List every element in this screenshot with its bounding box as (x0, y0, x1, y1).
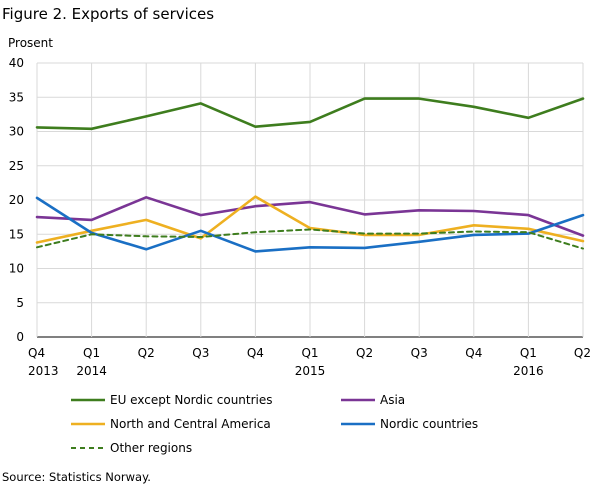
y-axis-ticks: 0 5 10 15 20 25 30 35 40 (9, 56, 24, 344)
y-tick-label: 40 (9, 56, 24, 70)
source-note: Source: Statistics Norway. (2, 470, 151, 484)
series-line-nordic-countries (35, 196, 585, 253)
legend-label: Asia (380, 393, 405, 407)
x-tick-label: Q2 (138, 346, 155, 360)
x-tick-year-label: 2016 (513, 364, 544, 378)
series-line-other-regions (36, 228, 584, 250)
series-lines (35, 97, 585, 253)
x-tick-year-label: 2013 (28, 364, 59, 378)
y-tick-label: 20 (9, 193, 24, 207)
y-tick-label: 10 (9, 262, 24, 276)
series-line-eu-except-nordic-countries (35, 97, 585, 131)
x-tick-year-label: 2014 (76, 364, 107, 378)
x-tick-label: Q4 (28, 346, 45, 360)
legend-label: Nordic countries (380, 417, 478, 431)
x-tick-label: Q4 (247, 346, 264, 360)
series-line-asia (35, 196, 585, 237)
grid-lines (36, 62, 584, 338)
x-tick-label: Q3 (192, 346, 209, 360)
legend-label: North and Central America (110, 417, 271, 431)
y-tick-label: 35 (9, 90, 24, 104)
y-tick-label: 30 (9, 125, 24, 139)
legend: EU except Nordic countries Asia North and … (71, 393, 478, 455)
x-tick-label: Q2 (356, 346, 373, 360)
series-line-north-and-central-america (35, 195, 585, 244)
chart-title: Figure 2. Exports of services (2, 5, 215, 23)
legend-label: EU except Nordic countries (110, 393, 273, 407)
x-tick-label: Q3 (411, 346, 428, 360)
legend-label: Other regions (110, 441, 192, 455)
x-tick-label: Q1 (83, 346, 100, 360)
x-axis-ticks: Q4 2013 Q1 2014 Q2 Q3 Q4 Q1 2015 Q2 Q3 Q4 Q1 2016 Q2 (28, 346, 591, 378)
x-tick-label: Q1 (301, 346, 318, 360)
x-tick-label: Q4 (465, 346, 482, 360)
y-axis-label: Prosent (8, 36, 53, 50)
y-tick-label: 25 (9, 159, 24, 173)
x-tick-year-label: 2015 (295, 364, 326, 378)
y-tick-label: 0 (16, 330, 24, 344)
y-tick-label: 5 (16, 296, 24, 310)
x-tick-label: Q1 (520, 346, 537, 360)
y-tick-label: 15 (9, 227, 24, 241)
x-tick-label: Q2 (574, 346, 591, 360)
